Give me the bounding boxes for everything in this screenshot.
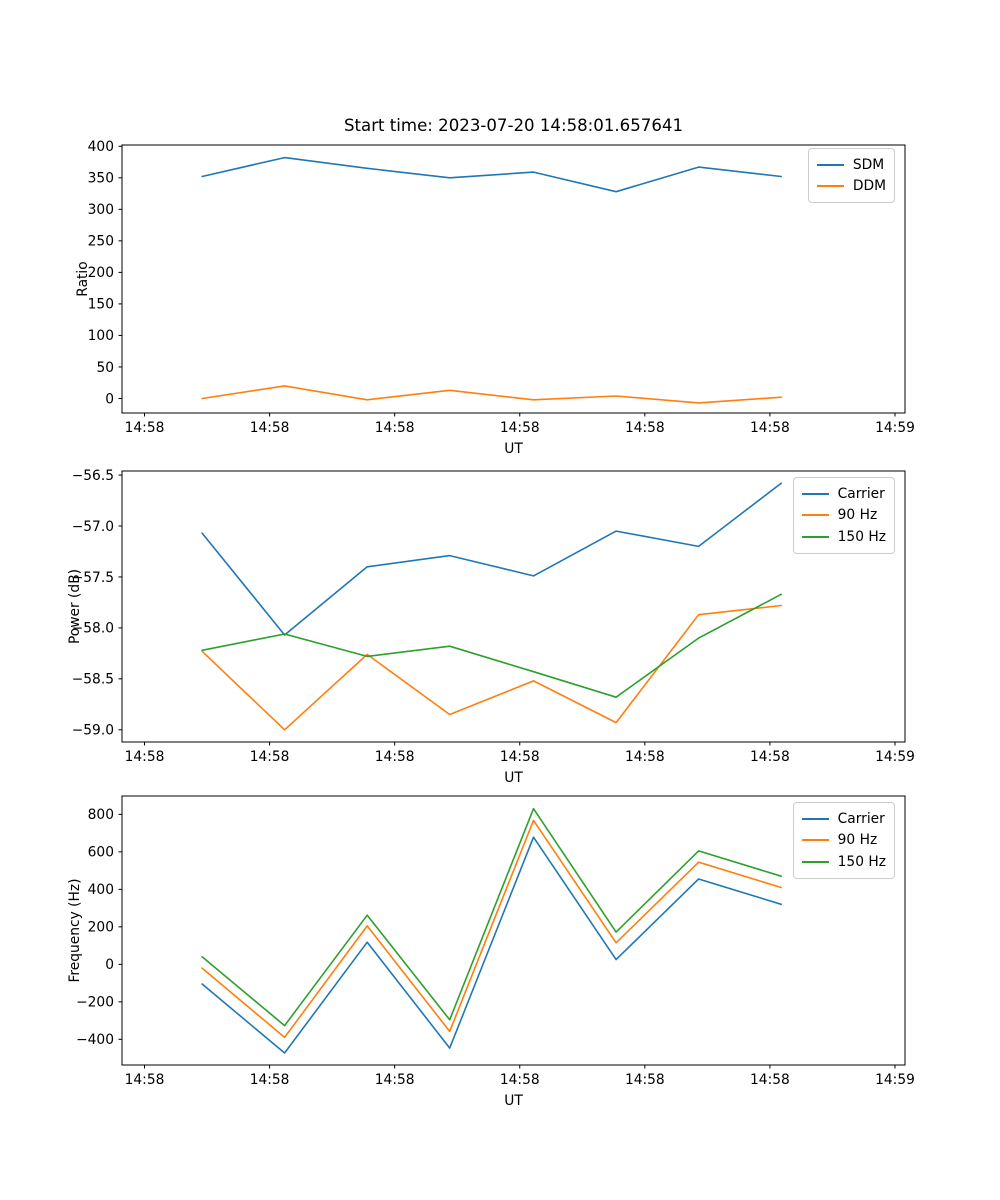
chart-2-xtick-label: 14:58: [375, 749, 415, 765]
chart-3-series-line-carrier: [201, 836, 783, 1054]
legend-entry-90-hz: 90 Hz: [801, 830, 886, 852]
legend-entry-ddm: DDM: [816, 176, 886, 198]
legend-line-swatch-90-hz: [801, 514, 829, 517]
chart-3-ytick-label: 400: [88, 882, 114, 898]
chart-2-ytick-label: −57.5: [72, 570, 114, 586]
legend-line-swatch-ddm: [816, 185, 844, 188]
chart-2-ytick-label: −58.5: [72, 672, 114, 688]
chart-2-legend: Carrier 90 Hz 150 Hz: [792, 477, 895, 554]
chart-1-ytick-label: 350: [88, 171, 114, 187]
chart-1-ytick-label: 100: [88, 328, 114, 344]
chart-2-series-line-150-hz: [201, 593, 783, 699]
chart-3-legend: Carrier 90 Hz 150 Hz: [792, 802, 895, 879]
chart-1-ytick-label: 0: [105, 391, 114, 407]
chart-2-yaxis-label: Power (dB): [67, 569, 83, 644]
chart-3-yaxis-label: Frequency (Hz): [67, 878, 83, 982]
chart-2-series-line-90-hz: [201, 604, 783, 731]
chart-2-spines: [121, 470, 906, 743]
chart-3-xtick-label: 14:58: [625, 1072, 665, 1088]
chart-1-xtick-label: 14:58: [750, 420, 790, 436]
legend-line-swatch-150-hz: [801, 535, 829, 538]
chart-2-xtick-label: 14:59: [875, 749, 915, 765]
chart-2-xtick-label: 14:58: [625, 749, 665, 765]
chart-3-xtick-label: 14:58: [250, 1072, 290, 1088]
chart-1-ytick-label: 300: [88, 202, 114, 218]
chart-3-ytick-label: −200: [76, 995, 114, 1011]
chart-1-ytick-label: 250: [88, 234, 114, 250]
legend-label-carrier: Carrier: [837, 485, 885, 502]
chart-1-xtick-label: 14:59: [875, 420, 915, 436]
chart-3-xtick-label: 14:58: [500, 1072, 540, 1088]
chart-3-ytick-label: −400: [76, 1032, 114, 1048]
chart-3-ytick-label: 200: [88, 920, 114, 936]
chart-3-ytick-label: 800: [88, 807, 114, 823]
chart-1-series-line-ddm: [201, 385, 783, 404]
legend-line-swatch-90-hz: [801, 839, 829, 842]
chart-2-xtick-label: 14:58: [125, 749, 165, 765]
legend-label-150-hz: 150 Hz: [837, 528, 886, 545]
chart-1-yaxis-label: Ratio: [75, 261, 91, 296]
legend-line-swatch-150-hz: [801, 860, 829, 863]
legend-label-sdm: SDM: [852, 156, 885, 173]
legend-entry-carrier: Carrier: [801, 483, 886, 505]
chart-3-xtick-label: 14:58: [750, 1072, 790, 1088]
chart-3-spines: [121, 795, 906, 1066]
chart-1-xtick-label: 14:58: [375, 420, 415, 436]
chart-3-ytick-label: 600: [88, 845, 114, 861]
chart-2-ytick-label: −57.0: [72, 519, 114, 535]
chart-3-xtick-label: 14:58: [375, 1072, 415, 1088]
legend-label-90-hz: 90 Hz: [837, 832, 878, 849]
legend-line-swatch-carrier: [801, 492, 829, 495]
chart-3-xtick-label: 14:58: [125, 1072, 165, 1088]
chart-1-ytick-label: 150: [88, 297, 114, 313]
chart-2-xaxis-label: UT: [504, 770, 523, 786]
chart-2-series-line-carrier: [201, 482, 783, 636]
legend-label-carrier: Carrier: [837, 810, 885, 827]
legend-label-90-hz: 90 Hz: [837, 507, 878, 524]
legend-entry-carrier: Carrier: [801, 808, 886, 830]
legend-entry-150-hz: 150 Hz: [801, 526, 886, 548]
chart-1-ytick-label: 200: [88, 265, 114, 281]
chart-3-xaxis-label: UT: [504, 1093, 523, 1109]
chart-2-xtick-label: 14:58: [250, 749, 290, 765]
legend-label-150-hz: 150 Hz: [837, 853, 886, 870]
chart-1-xtick-label: 14:58: [500, 420, 540, 436]
legend-line-swatch-carrier: [801, 817, 829, 820]
chart-1-ytick-label: 50: [96, 360, 114, 376]
legend-label-ddm: DDM: [852, 178, 886, 195]
chart-1-legend: SDM DDM: [807, 148, 895, 203]
chart-1-xtick-label: 14:58: [125, 420, 165, 436]
chart-1-series-line-sdm: [201, 156, 783, 193]
chart-2-xtick-label: 14:58: [750, 749, 790, 765]
chart-2-ytick-label: −58.0: [72, 621, 114, 637]
chart-1-xtick-label: 14:58: [250, 420, 290, 436]
chart-1-xtick-label: 14:58: [625, 420, 665, 436]
chart-3-ytick-label: 0: [105, 957, 114, 973]
chart-2-xtick-label: 14:58: [500, 749, 540, 765]
chart-3-series-line-90-hz: [201, 819, 783, 1039]
legend-entry-sdm: SDM: [816, 154, 886, 176]
legend-line-swatch-sdm: [816, 163, 844, 166]
legend-entry-150-hz: 150 Hz: [801, 851, 886, 873]
legend-entry-90-hz: 90 Hz: [801, 505, 886, 527]
chart-2-ytick-label: −59.0: [72, 723, 114, 739]
chart-1-ytick-label: 400: [88, 139, 114, 155]
chart-3-series-line-150-hz: [201, 807, 783, 1027]
chart-2-ytick-label: −56.5: [72, 468, 114, 484]
chart-3-xtick-label: 14:59: [875, 1072, 915, 1088]
figure-title: Start time: 2023-07-20 14:58:01.657641: [343, 116, 684, 135]
chart-1-spines: [121, 144, 906, 414]
chart-1-xaxis-label: UT: [504, 441, 523, 457]
